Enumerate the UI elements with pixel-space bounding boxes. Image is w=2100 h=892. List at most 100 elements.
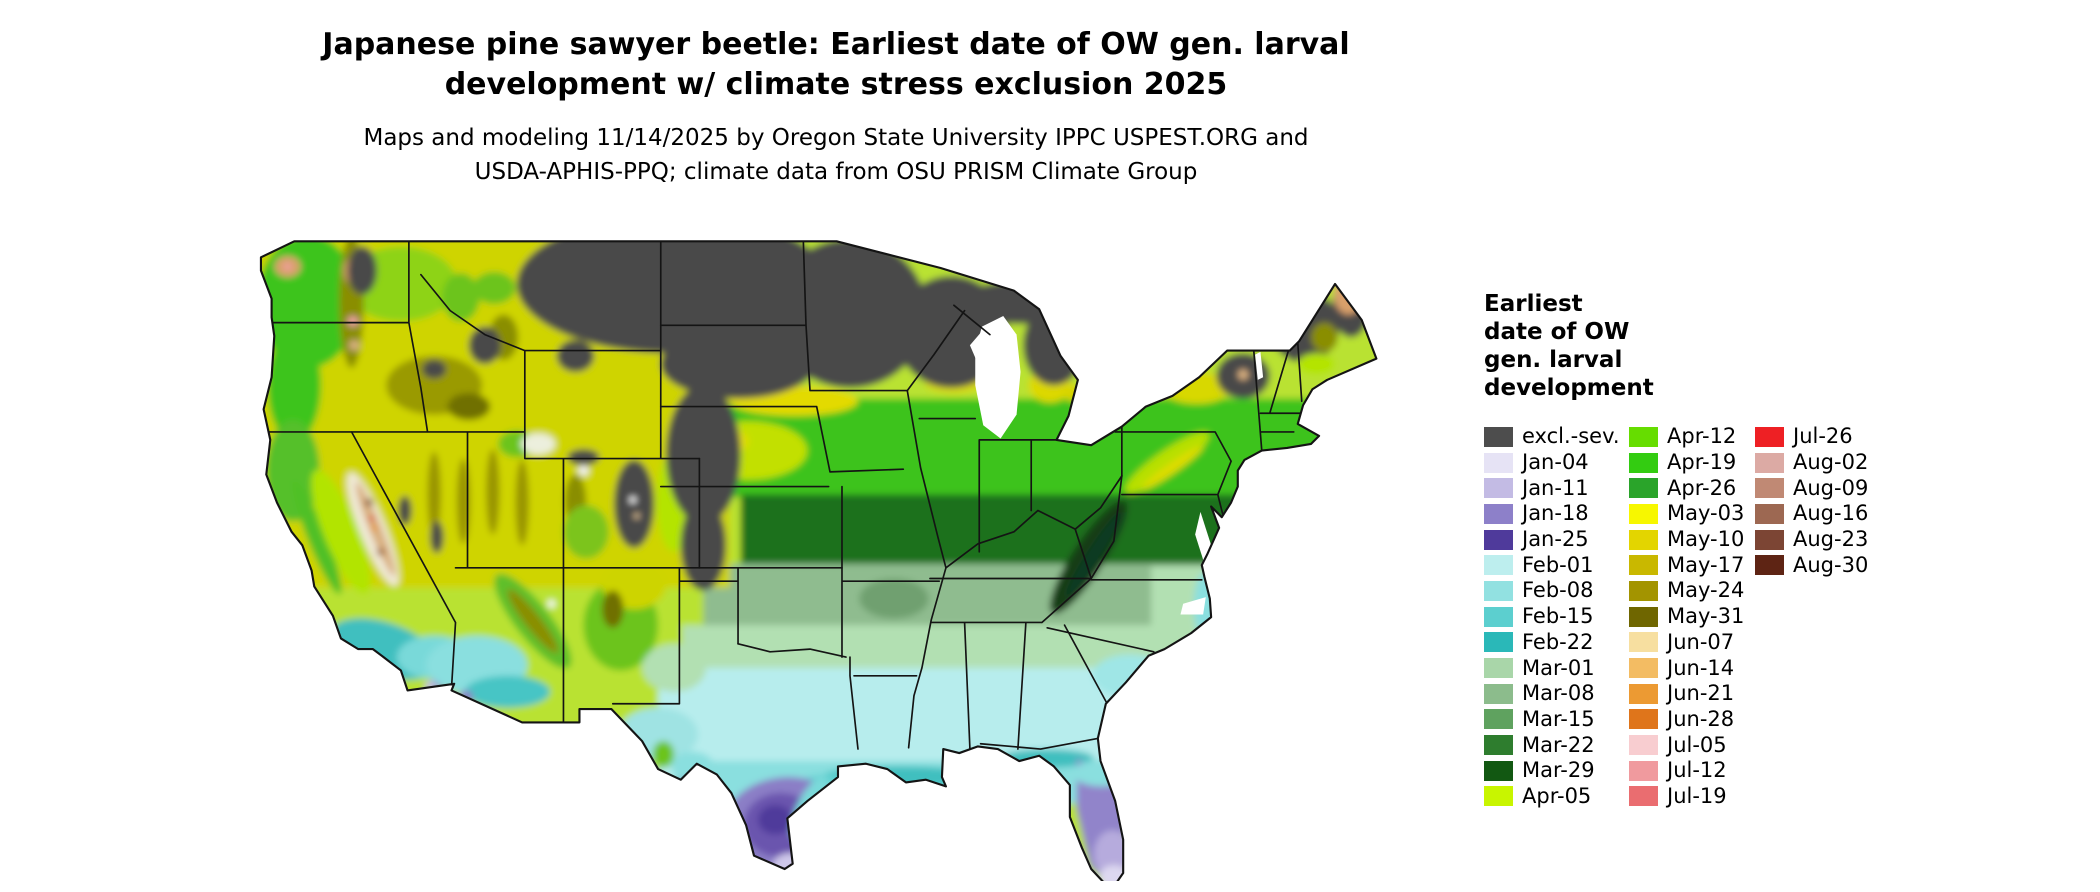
- legend-label: May-24: [1667, 578, 1745, 603]
- legend-swatch: [1629, 658, 1658, 679]
- legend-label: Jun-28: [1667, 706, 1735, 731]
- legend-entry: May-24: [1629, 578, 1744, 604]
- legend-entry: Apr-12: [1629, 424, 1744, 450]
- legend-swatch: [1484, 658, 1513, 679]
- legend-swatch: [1484, 503, 1513, 524]
- title-block: Japanese pine sawyer beetle: Earliest da…: [0, 25, 1672, 189]
- legend-swatch: [1629, 503, 1658, 524]
- legend-swatch: [1629, 709, 1658, 730]
- legend-entry: Jan-25: [1484, 527, 1620, 553]
- legend-swatch: [1629, 580, 1658, 601]
- legend-swatch: [1755, 555, 1784, 576]
- legend-label: Mar-22: [1522, 732, 1595, 757]
- legend-entry: May-17: [1629, 552, 1744, 578]
- legend-swatch: [1755, 478, 1784, 499]
- legend-label: Mar-08: [1522, 681, 1595, 706]
- legend-swatch: [1755, 529, 1784, 550]
- legend-label: May-31: [1667, 604, 1745, 629]
- legend-label: Jul-19: [1667, 783, 1727, 808]
- legend-label: May-10: [1667, 527, 1745, 552]
- legend-label: Feb-08: [1522, 578, 1594, 603]
- legend-entry: Aug-23: [1755, 527, 1868, 553]
- us-outline: [259, 240, 1378, 892]
- legend-entry: Mar-01: [1484, 655, 1620, 681]
- legend-swatch: [1484, 478, 1513, 499]
- legend-label: Jan-25: [1522, 527, 1589, 552]
- legend-entry: May-31: [1629, 604, 1744, 630]
- legend-swatch: [1629, 735, 1658, 756]
- legend-swatch: [1484, 580, 1513, 601]
- legend-label: May-17: [1667, 552, 1745, 577]
- legend-label: Jul-12: [1667, 758, 1727, 783]
- legend-label: Apr-05: [1522, 783, 1592, 808]
- legend-label: excl.-sev.: [1522, 424, 1620, 449]
- legend-entry: May-10: [1629, 527, 1744, 553]
- legend-swatch: [1484, 709, 1513, 730]
- legend-swatch: [1629, 683, 1658, 704]
- legend-label: Aug-09: [1793, 475, 1869, 500]
- legend-swatch: [1629, 426, 1658, 447]
- legend-swatch: [1755, 426, 1784, 447]
- legend-swatch: [1629, 452, 1658, 473]
- legend-swatch: [1484, 555, 1513, 576]
- legend-label: Feb-15: [1522, 604, 1594, 629]
- legend-entry: Jun-07: [1629, 630, 1744, 656]
- legend-entry: Jan-11: [1484, 475, 1620, 501]
- legend-swatch: [1484, 735, 1513, 756]
- map-area: [234, 228, 1394, 892]
- legend-label: Mar-01: [1522, 655, 1595, 680]
- state-borders: [265, 241, 1304, 750]
- legend-label: Jan-04: [1522, 450, 1589, 475]
- legend-entry: Feb-15: [1484, 604, 1620, 630]
- legend-entry: Jul-05: [1629, 732, 1744, 758]
- legend-label: Feb-01: [1522, 552, 1594, 577]
- us-map: [259, 240, 1378, 892]
- legend-entry: Apr-05: [1484, 784, 1620, 810]
- legend-entry: excl.-sev.: [1484, 424, 1620, 450]
- raster-layer: [260, 241, 1377, 891]
- legend-entry: Mar-15: [1484, 707, 1620, 733]
- legend-label: Apr-19: [1667, 450, 1737, 475]
- legend-entry: Apr-26: [1629, 475, 1744, 501]
- legend-entry: May-03: [1629, 501, 1744, 527]
- legend-label: Jun-14: [1667, 655, 1735, 680]
- legend-label: Apr-26: [1667, 475, 1737, 500]
- legend-swatch: [1484, 452, 1513, 473]
- legend-swatch: [1484, 760, 1513, 781]
- legend-entry: Feb-08: [1484, 578, 1620, 604]
- legend-swatch: [1484, 632, 1513, 653]
- legend-swatch: [1629, 478, 1658, 499]
- legend-label: Aug-02: [1793, 450, 1869, 475]
- legend-label: Jun-21: [1667, 681, 1735, 706]
- legend-entry: Jul-12: [1629, 758, 1744, 784]
- legend-label: Mar-15: [1522, 706, 1595, 731]
- legend-label: Jun-07: [1667, 629, 1735, 654]
- legend-entry: Aug-02: [1755, 450, 1868, 476]
- legend-swatch: [1484, 606, 1513, 627]
- legend-swatch: [1629, 760, 1658, 781]
- legend-label: May-03: [1667, 501, 1745, 526]
- legend-column-2: Apr-12 Apr-19 Apr-26 May-03 May-10 May-17 May-…: [1629, 424, 1744, 809]
- legend-label: Jan-18: [1522, 501, 1589, 526]
- legend-swatch: [1484, 683, 1513, 704]
- legend-label: Aug-23: [1793, 527, 1869, 552]
- page-subtitle: Maps and modeling 11/14/2025 by Oregon S…: [363, 125, 1309, 185]
- legend-swatch: [1629, 555, 1658, 576]
- legend-entry: Jun-14: [1629, 655, 1744, 681]
- legend-column-1: excl.-sev. Jan-04 Jan-11 Jan-18 Jan-25 Feb-01…: [1484, 424, 1620, 809]
- legend-swatch: [1755, 503, 1784, 524]
- legend-swatch: [1629, 786, 1658, 807]
- legend-entry: Jan-04: [1484, 450, 1620, 476]
- legend-label: Feb-22: [1522, 629, 1594, 654]
- legend-label: Jul-26: [1793, 424, 1853, 449]
- legend-entry: Mar-08: [1484, 681, 1620, 707]
- legend-label: Mar-29: [1522, 758, 1595, 783]
- legend-entry: Feb-01: [1484, 552, 1620, 578]
- legend-title: Earliest date of OW gen. larval developm…: [1484, 291, 1654, 401]
- legend-swatch: [1629, 529, 1658, 550]
- legend-swatch: [1629, 632, 1658, 653]
- legend-entry: Mar-29: [1484, 758, 1620, 784]
- legend-entry: Jun-28: [1629, 707, 1744, 733]
- legend-entry: Mar-22: [1484, 732, 1620, 758]
